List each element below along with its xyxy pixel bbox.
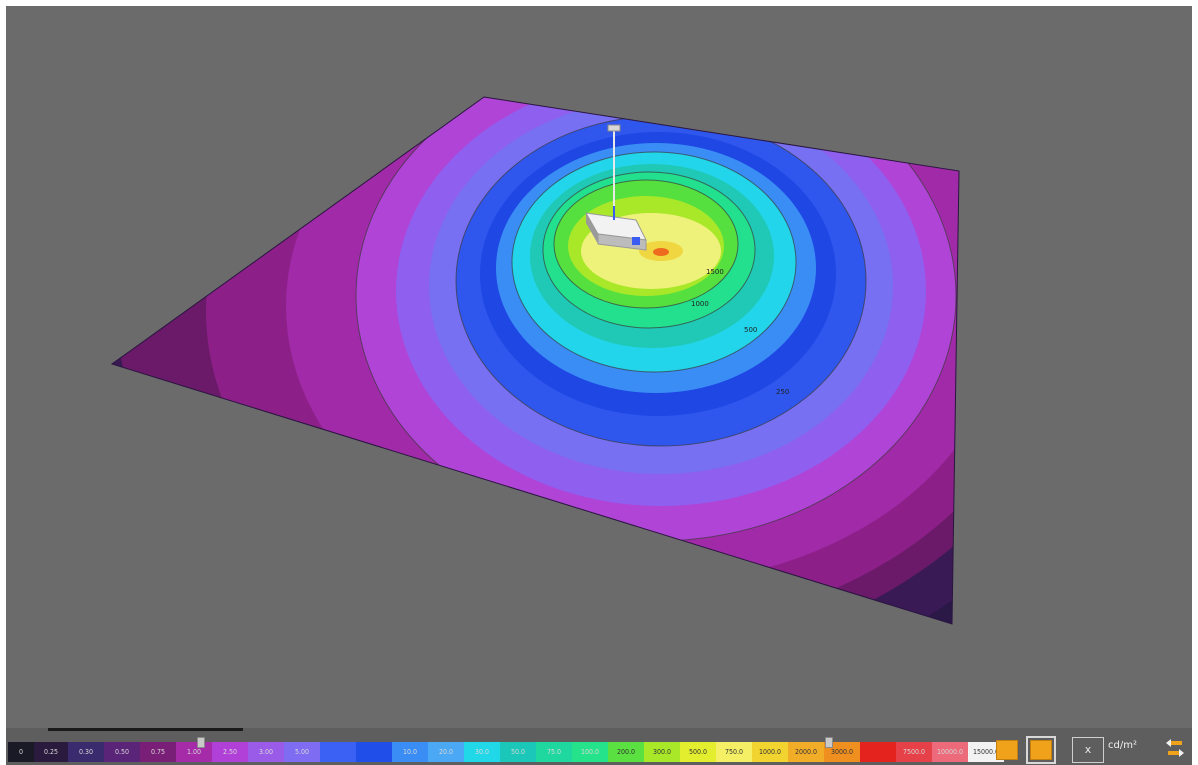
contour-plane-render: 1500 1000 500 250 [110, 96, 960, 625]
export-button[interactable]: x [1072, 737, 1104, 763]
3d-viewport[interactable]: 1500 1000 500 250 [6, 6, 1192, 728]
legend-swatch: 750.0 [716, 742, 752, 762]
legend-swatch: 0.25 [34, 742, 68, 762]
legend-swatch: 15000.0 [968, 742, 1004, 762]
swap-icon[interactable] [1166, 738, 1184, 758]
legend-swatch: 1.00 [176, 742, 212, 762]
color-mode-button[interactable] [1026, 736, 1056, 764]
range-slider-low-handle[interactable] [197, 737, 206, 748]
legend-swatch [356, 742, 392, 762]
range-slider-high-handle[interactable] [824, 737, 833, 748]
contour-label: 250 [776, 388, 789, 396]
legend-swatch [860, 742, 896, 762]
legend-swatch: 200.0 [608, 742, 644, 762]
legend-swatch: 0.50 [104, 742, 140, 762]
legend-swatch: 2000.0 [788, 742, 824, 762]
legend-swatch: 0.75 [140, 742, 176, 762]
legend-swatch: 1000.0 [752, 742, 788, 762]
legend-swatch: 100.0 [572, 742, 608, 762]
color-scale-legend: 0 0.25 0.30 0.50 0.75 1.00 2.50 3.00 5.00 10.0 20.… [8, 742, 1004, 762]
legend-swatch: 300.0 [644, 742, 680, 762]
horizontal-scrollbar[interactable] [48, 728, 243, 731]
fill-mode-button[interactable] [996, 740, 1018, 760]
legend-toolbar: 0 0.25 0.30 0.50 0.75 1.00 2.50 3.00 5.00 10.0 20.… [6, 728, 1192, 765]
contour-label: 500 [744, 326, 757, 334]
legend-swatch: 7500.0 [896, 742, 932, 762]
legend-swatch: 0 [8, 742, 34, 762]
legend-swatch: 0.30 [68, 742, 104, 762]
legend-swatch: 3000.0 [824, 742, 860, 762]
legend-swatch: 3.00 [248, 742, 284, 762]
legend-swatch: 50.0 [500, 742, 536, 762]
contour-label: 1000 [691, 300, 709, 308]
contour-plane [112, 97, 959, 624]
legend-swatch: 500.0 [680, 742, 716, 762]
legend-swatch: 5.00 [284, 742, 320, 762]
legend-swatch: 75.0 [536, 742, 572, 762]
legend-swatch: 30.0 [464, 742, 500, 762]
legend-swatch: 10.0 [392, 742, 428, 762]
legend-swatch: 2.50 [212, 742, 248, 762]
light-fixture-model [585, 124, 647, 251]
legend-swatch [320, 742, 356, 762]
legend-swatch: 10000.0 [932, 742, 968, 762]
contour-label: 1500 [706, 268, 724, 276]
contour-value-labels: 1500 1000 500 250 [691, 268, 789, 396]
unit-label: cd/m² [1108, 740, 1137, 751]
legend-swatch: 20.0 [428, 742, 464, 762]
